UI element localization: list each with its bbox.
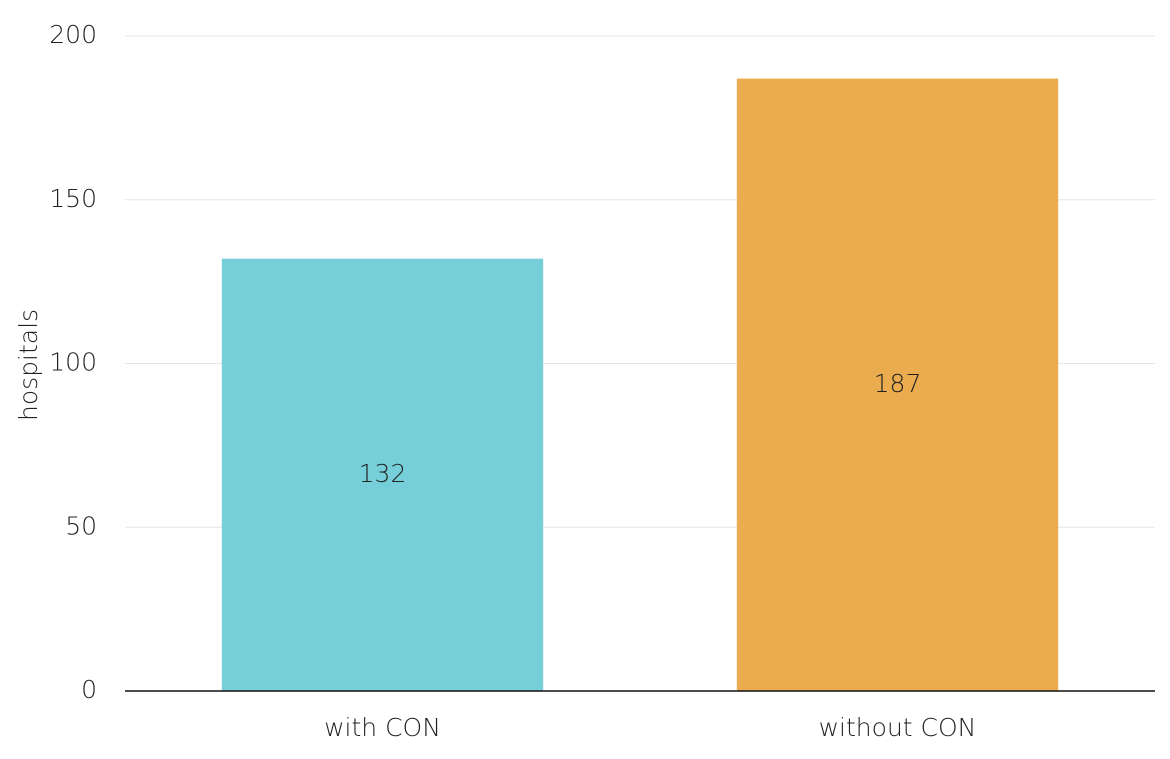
bar <box>736 78 1059 691</box>
y-tick-label: 100 <box>49 348 97 377</box>
y-tick-label: 200 <box>49 20 97 49</box>
x-tick-label: with CON <box>324 713 441 742</box>
y-tick-label: 150 <box>49 184 97 213</box>
data-label: 132 <box>359 459 407 488</box>
y-tick-label: 50 <box>65 511 97 540</box>
bar <box>221 258 544 691</box>
data-label: 187 <box>874 369 922 398</box>
y-tick-label: 0 <box>81 675 97 704</box>
y-axis-title: hospitals <box>14 309 43 421</box>
x-tick-label: without CON <box>819 713 977 742</box>
